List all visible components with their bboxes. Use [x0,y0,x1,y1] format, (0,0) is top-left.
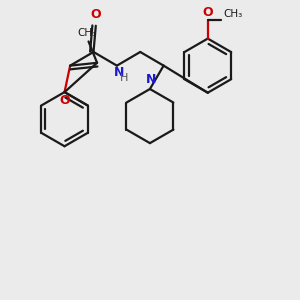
Text: CH₃: CH₃ [224,9,243,19]
Text: CH₃: CH₃ [77,28,97,38]
Text: N: N [113,66,124,79]
Text: O: O [59,94,70,106]
Text: H: H [120,73,128,82]
Text: O: O [202,6,213,19]
Text: O: O [91,8,101,22]
Text: N: N [146,73,157,86]
